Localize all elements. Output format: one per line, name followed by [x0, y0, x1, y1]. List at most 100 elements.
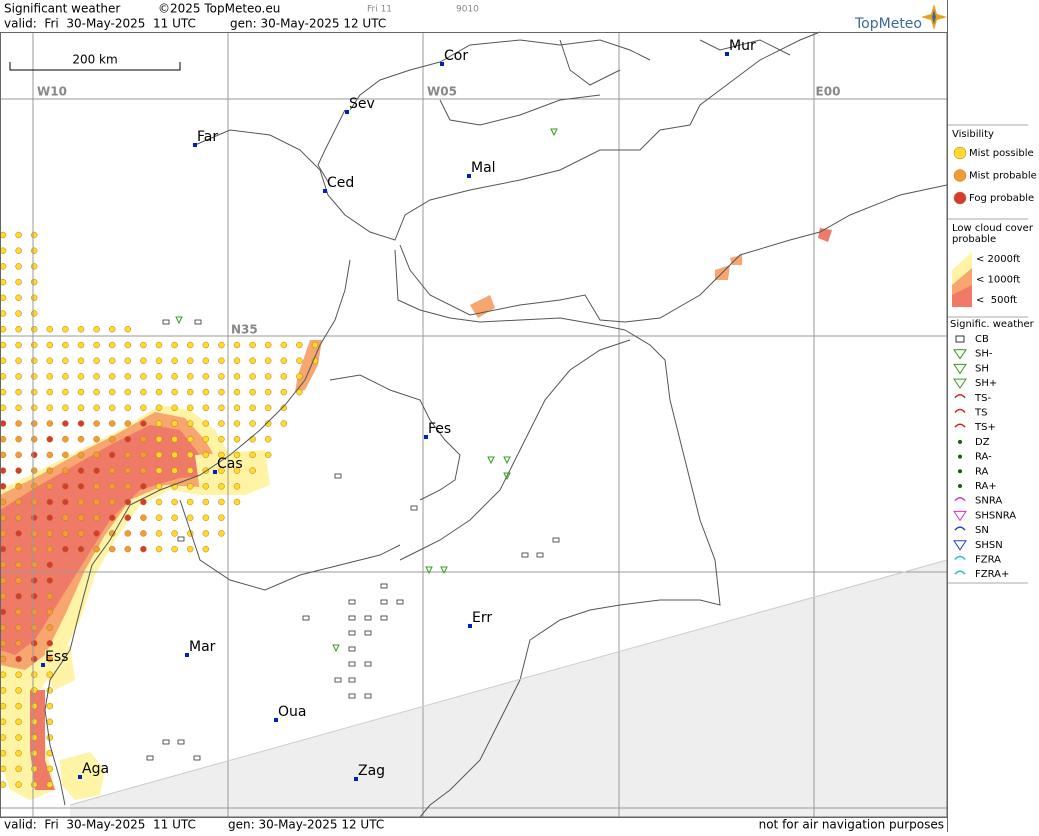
- mist-dot: [62, 545, 69, 553]
- legend-item: SHSN: [975, 540, 1003, 551]
- legend-item: RA-: [975, 452, 992, 463]
- mist-dot: [218, 388, 225, 396]
- city-label: Oua: [278, 704, 306, 720]
- cb-symbol: [348, 677, 356, 683]
- city-label: Mar: [189, 639, 216, 655]
- mist-dot: [30, 608, 38, 616]
- mist-dot: [15, 357, 22, 364]
- mist-dot: [30, 624, 38, 631]
- mist-symbols: [0, 231, 319, 788]
- legend-item: SH+: [975, 378, 997, 389]
- scale-bar: [9, 62, 181, 71]
- mist-dot: [77, 467, 85, 474]
- mist-dot: [30, 231, 38, 239]
- mist-dot: [296, 388, 303, 396]
- mist-dot: [233, 341, 241, 349]
- mist-dot: [77, 404, 85, 412]
- mist-dot: [280, 357, 288, 364]
- mist-dot: [171, 373, 178, 380]
- cb-symbol: [334, 473, 342, 479]
- mist-dot: [124, 373, 132, 380]
- mist-dot: [15, 435, 22, 443]
- longitude-label: E00: [816, 85, 841, 99]
- mist-dot: [0, 734, 7, 741]
- mist-dot: [186, 483, 194, 490]
- mist-dot: [171, 530, 178, 537]
- mist-dot: [108, 420, 116, 427]
- visibility-icon: [953, 146, 967, 160]
- mist-dot: [15, 718, 22, 726]
- mist-dot: [186, 498, 194, 506]
- mist-dot: [124, 530, 132, 537]
- mist-dot: [46, 624, 54, 631]
- mist-dot: [30, 530, 38, 537]
- mist-dot: [0, 404, 7, 412]
- mist-dot: [108, 373, 116, 380]
- mist-dot: [202, 451, 210, 459]
- mist-dot: [15, 530, 22, 537]
- city-label: Err: [472, 610, 492, 626]
- weather-icon: [954, 423, 966, 428]
- mist-dot: [93, 435, 100, 443]
- logo: TopMeteo: [854, 16, 922, 32]
- mist-dot: [296, 357, 303, 364]
- mist-dot: [218, 530, 225, 537]
- cb-symbol: [177, 739, 185, 745]
- mist-dot: [218, 514, 225, 521]
- shower-symbol: [175, 316, 183, 325]
- header-title: Significant weather: [4, 2, 120, 16]
- mist-dot: [46, 404, 54, 412]
- mist-dot: [171, 498, 178, 506]
- mist-dot: [46, 388, 54, 396]
- mist-dot: [93, 483, 100, 490]
- mist-dot: [218, 483, 225, 490]
- mist-dot: [0, 341, 7, 349]
- weather-icon: [954, 496, 966, 502]
- cover-edge: [69, 559, 948, 806]
- mist-dot: [186, 404, 194, 412]
- city-label: Far: [197, 129, 218, 145]
- mist-dot: [233, 404, 241, 412]
- legend-item: SH: [975, 363, 989, 374]
- mist-dot: [46, 734, 54, 741]
- mist-dot: [62, 514, 69, 521]
- mist-dot: [264, 435, 272, 443]
- mist-dot: [62, 325, 69, 333]
- mist-dot: [0, 765, 7, 773]
- mist-dot: [140, 545, 147, 553]
- mist-dot: [46, 545, 54, 553]
- legend-item: < 2000ft: [976, 254, 1020, 265]
- city-marker: [440, 62, 444, 66]
- mist-dot: [0, 702, 7, 710]
- shower-symbol: [425, 566, 433, 575]
- mist-dot: [93, 404, 100, 412]
- mist-dot: [202, 373, 210, 380]
- footer-valid: valid: Fri 30-May-2025 11 UTC: [4, 818, 196, 832]
- mist-dot: [93, 545, 100, 553]
- mist-dot: [15, 765, 22, 773]
- mist-dot: [171, 341, 178, 349]
- shower-symbol: [550, 128, 558, 137]
- mist-dot: [46, 530, 54, 537]
- mist-dot: [15, 310, 22, 317]
- mist-dot: [155, 545, 163, 553]
- low-cloud-ramp: [952, 285, 972, 307]
- header-valid: valid: Fri 30-May-2025 11 UTC: [4, 17, 196, 31]
- mist-dot: [155, 373, 163, 380]
- city-label: Fes: [428, 421, 451, 437]
- city-label: Zag: [358, 763, 385, 779]
- cb-symbol: [396, 599, 404, 605]
- mist-dot: [15, 608, 22, 616]
- legend-item: RA+: [975, 481, 997, 492]
- mist-dot: [0, 530, 7, 537]
- scale-label: 200 km: [72, 53, 117, 67]
- mist-dot: [30, 577, 38, 584]
- city-label: Mal: [471, 160, 496, 176]
- mist-dot: [218, 341, 225, 349]
- mist-dot: [93, 388, 100, 396]
- mist-dot: [155, 530, 163, 537]
- shower-symbol: [503, 472, 511, 481]
- city-label: Mur: [729, 38, 756, 54]
- mist-dot: [0, 781, 7, 788]
